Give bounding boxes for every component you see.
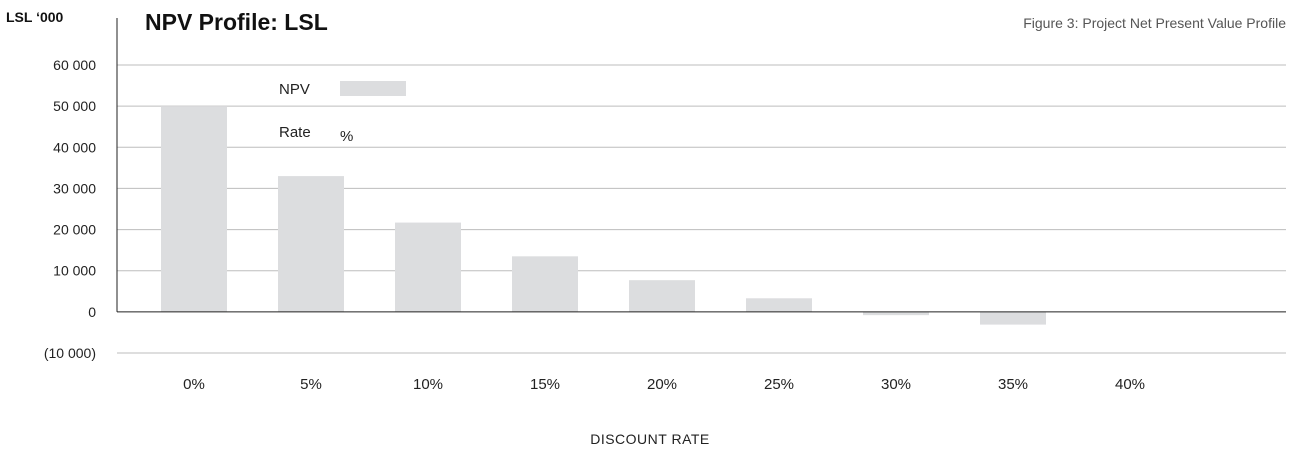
bar-25pct — [746, 298, 812, 312]
x-tick-label: 10% — [413, 376, 443, 393]
y-tick-label: 50 000 — [53, 98, 96, 114]
y-tick-label: 40 000 — [53, 139, 96, 155]
x-tick-label: 15% — [530, 376, 560, 393]
bar-20pct — [629, 280, 695, 312]
legend-npv-label: NPV — [279, 81, 310, 98]
y-tick-label: 20 000 — [53, 222, 96, 238]
bar-30pct — [863, 311, 929, 316]
x-axis-ticks: 0% 5% 10% 15% 20% 25% 30% 35% 40% — [183, 376, 1145, 393]
bar-0pct — [161, 106, 227, 312]
figure-caption: Figure 3: Project Net Present Value Prof… — [1023, 15, 1286, 31]
legend: NPV Rate % — [279, 81, 406, 145]
legend-rate-symbol: % — [340, 128, 353, 145]
x-tick-label: 20% — [647, 376, 677, 393]
x-axis-title: DISCOUNT RATE — [590, 431, 710, 447]
y-tick-label: 10 000 — [53, 263, 96, 279]
x-tick-label: 25% — [764, 376, 794, 393]
x-tick-label: 30% — [881, 376, 911, 393]
bars — [161, 106, 1046, 325]
y-tick-label: (10 000) — [44, 345, 96, 361]
legend-npv-swatch — [340, 81, 406, 96]
y-unit-label: LSL ‘000 — [6, 9, 64, 25]
x-tick-label: 5% — [300, 376, 322, 393]
x-tick-label: 0% — [183, 376, 205, 393]
y-tick-label: 30 000 — [53, 180, 96, 196]
y-tick-label: 0 — [88, 304, 96, 320]
bar-10pct — [395, 222, 461, 312]
y-axis-ticks: 60 000 50 000 40 000 30 000 20 000 10 000 0 (10… — [44, 57, 96, 361]
bar-15pct — [512, 256, 578, 312]
x-tick-label: 40% — [1115, 376, 1145, 393]
y-tick-label: 60 000 — [53, 57, 96, 73]
x-tick-label: 35% — [998, 376, 1028, 393]
legend-rate-label: Rate — [279, 124, 311, 141]
bar-35pct — [980, 311, 1046, 325]
bar-5pct — [278, 176, 344, 312]
chart-title: NPV Profile: LSL — [145, 9, 328, 35]
